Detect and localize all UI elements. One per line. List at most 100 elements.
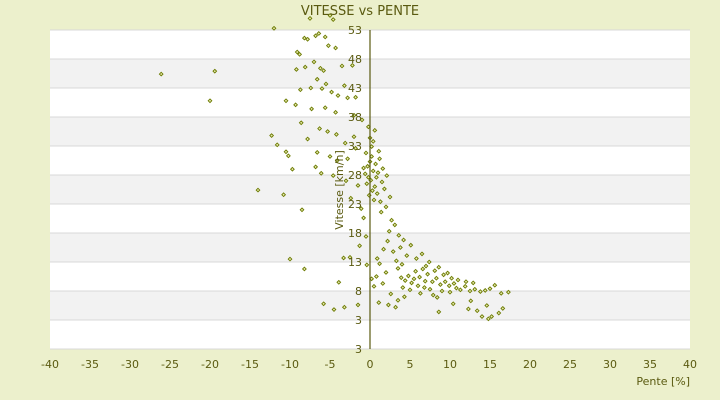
y-tick-label: 3	[355, 314, 362, 327]
data-point	[330, 173, 336, 179]
data-point	[339, 63, 345, 69]
data-point	[386, 228, 392, 234]
data-point	[479, 314, 485, 319]
data-point	[376, 300, 382, 306]
data-point	[417, 274, 423, 280]
data-point	[271, 25, 277, 31]
data-point	[335, 93, 341, 98]
data-point	[449, 275, 455, 281]
data-point	[363, 150, 369, 156]
y-tick-label: 38	[348, 111, 362, 124]
data-point	[397, 245, 403, 250]
data-point	[333, 109, 339, 115]
x-tick-label: 20	[523, 358, 537, 371]
x-tick-label: 5	[407, 358, 414, 371]
data-point	[347, 254, 353, 260]
data-point	[405, 273, 411, 279]
data-point	[333, 131, 339, 137]
data-point	[389, 217, 395, 223]
data-point	[453, 285, 459, 291]
data-point	[283, 149, 289, 155]
data-point	[361, 215, 367, 221]
data-point	[425, 271, 431, 277]
data-point	[432, 268, 438, 274]
data-point	[381, 186, 387, 192]
data-point	[293, 102, 299, 108]
data-point	[434, 294, 440, 300]
x-tick-label: 35	[643, 358, 657, 371]
data-point	[365, 163, 371, 169]
data-point	[373, 174, 379, 180]
data-point	[439, 288, 445, 294]
data-point	[323, 81, 329, 87]
data-point	[371, 197, 377, 203]
data-point	[331, 307, 337, 312]
data-point	[305, 36, 311, 42]
data-point	[289, 166, 295, 172]
y-tick-label: 23	[348, 198, 362, 211]
data-point	[345, 156, 351, 162]
data-point	[393, 304, 399, 310]
data-point	[351, 134, 357, 140]
data-point	[287, 256, 293, 262]
data-point	[314, 149, 320, 155]
y-tick-label: 43	[348, 82, 362, 95]
data-point	[316, 31, 322, 36]
data-point	[302, 64, 308, 70]
data-point	[373, 274, 379, 279]
y-tick-label: 3	[355, 343, 362, 356]
data-point	[451, 281, 457, 286]
data-point	[333, 45, 339, 51]
data-point	[505, 289, 511, 295]
data-point	[442, 279, 448, 285]
data-point	[325, 129, 331, 134]
data-point	[297, 87, 303, 93]
x-tick-label: -15	[241, 358, 259, 371]
data-point	[307, 15, 313, 21]
data-point	[343, 178, 349, 184]
data-point	[400, 285, 406, 290]
data-point	[375, 170, 381, 176]
data-point	[313, 164, 319, 170]
data-point	[380, 166, 386, 172]
y-tick-label: 53	[348, 24, 362, 37]
x-tick-label: 10	[443, 358, 457, 371]
data-point	[353, 94, 359, 100]
data-point	[408, 242, 414, 248]
data-point	[445, 270, 451, 276]
data-point	[447, 289, 453, 295]
data-point	[420, 266, 426, 272]
x-tick-label: -20	[201, 358, 219, 371]
x-tick-label: -5	[325, 358, 336, 371]
x-tick-label: 0	[367, 358, 374, 371]
data-point	[362, 171, 368, 177]
data-point	[450, 301, 456, 307]
data-point	[413, 256, 419, 261]
data-point	[329, 89, 335, 95]
data-points	[158, 13, 511, 322]
data-point	[373, 161, 379, 167]
x-tick-label: -40	[41, 358, 59, 371]
data-point	[470, 280, 476, 286]
data-point	[298, 120, 304, 126]
data-point	[402, 278, 408, 283]
data-point	[422, 278, 428, 284]
data-point	[395, 297, 401, 303]
data-point	[419, 251, 425, 257]
data-point	[305, 136, 311, 142]
data-point	[301, 266, 307, 272]
y-tick-label: 18	[348, 227, 362, 240]
data-point	[378, 209, 384, 215]
x-tick-label: 25	[563, 358, 577, 371]
data-point	[309, 106, 315, 112]
y-tick-label: 48	[348, 53, 362, 66]
data-point	[281, 192, 287, 198]
data-point	[255, 187, 261, 193]
data-point	[285, 153, 291, 159]
data-point	[376, 148, 382, 154]
data-point	[433, 275, 439, 281]
x-axis-label: Pente [%]	[636, 375, 690, 388]
data-point	[393, 258, 399, 264]
data-point	[374, 256, 380, 261]
